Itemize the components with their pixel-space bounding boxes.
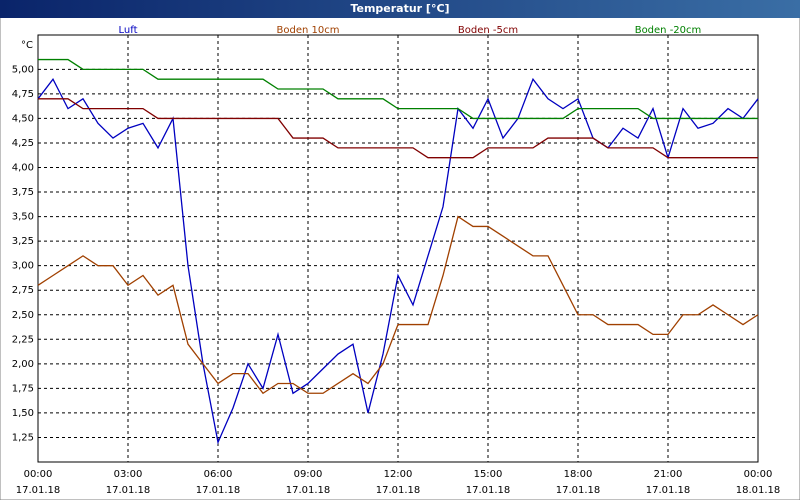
x-tick-label: 00:00	[744, 469, 773, 480]
x-tick-label: 15:00	[474, 469, 503, 480]
y-tick-label: 1,75	[12, 383, 34, 394]
y-tick-label: 1,25	[12, 432, 34, 443]
series-line	[38, 58, 758, 120]
series-line	[37, 215, 759, 395]
y-tick-label: 1,50	[12, 408, 34, 419]
x-tick-label: 06:00	[204, 469, 233, 480]
y-tick-label: 2,25	[12, 334, 34, 345]
x-tick-label: 18:00	[564, 469, 593, 480]
y-tick-label: 2,00	[12, 359, 34, 370]
y-tick-label: 2,50	[12, 310, 34, 321]
legend-entry: Boden -5cm	[458, 25, 518, 36]
x-tick-date: 17.01.18	[556, 485, 601, 496]
y-tick-label: 4,50	[12, 113, 34, 124]
chart-title: Temperatur [°C]	[350, 2, 449, 15]
y-tick-label: 3,75	[12, 187, 34, 198]
y-tick-label: 4,75	[12, 89, 34, 100]
series-line	[38, 98, 758, 159]
y-tick-label: 5,00	[12, 64, 34, 75]
x-tick-date: 17.01.18	[106, 485, 151, 496]
y-axis-label: °C	[21, 40, 33, 51]
x-tick-label: 00:00	[24, 469, 53, 480]
y-tick-label: 3,50	[12, 212, 34, 223]
y-tick-label: 3,25	[12, 236, 34, 247]
x-tick-label: 03:00	[114, 469, 143, 480]
y-tick-label: 3,00	[12, 261, 34, 272]
x-tick-date: 17.01.18	[286, 485, 331, 496]
series-line	[37, 77, 759, 445]
legend-entry: Luft	[119, 25, 138, 36]
x-tick-label: 21:00	[654, 469, 683, 480]
y-tick-label: 4,00	[12, 163, 34, 174]
legend-entry: Boden 10cm	[277, 25, 340, 36]
x-tick-date: 17.01.18	[646, 485, 691, 496]
x-tick-date: 17.01.18	[466, 485, 511, 496]
x-tick-date: 18.01.18	[736, 485, 781, 496]
x-tick-date: 17.01.18	[196, 485, 241, 496]
y-tick-label: 2,75	[12, 285, 34, 296]
x-tick-date: 17.01.18	[16, 485, 61, 496]
legend-entry: Boden -20cm	[635, 25, 702, 36]
x-tick-label: 12:00	[384, 469, 413, 480]
x-tick-label: 09:00	[294, 469, 323, 480]
y-tick-label: 4,25	[12, 138, 34, 149]
title-bar	[0, 0, 800, 18]
x-tick-date: 17.01.18	[376, 485, 421, 496]
